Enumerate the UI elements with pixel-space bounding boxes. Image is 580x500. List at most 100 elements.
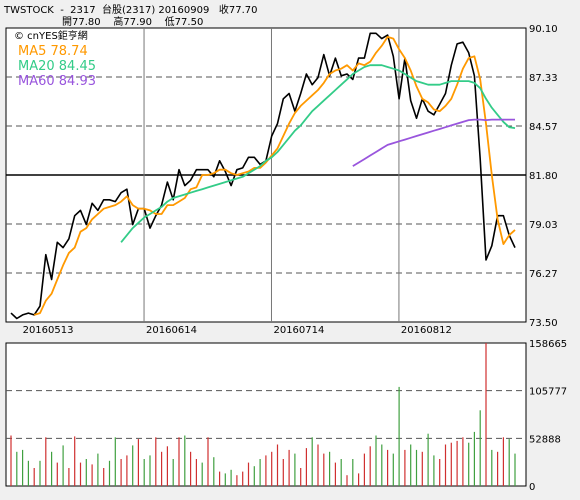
volume-bar [363,453,365,486]
volume-bar [300,468,302,486]
volume-bar [247,462,250,486]
volume-bar [444,444,447,486]
volume-bar [404,449,406,486]
volume-bar [514,453,516,486]
volume-bar [427,433,429,486]
volume-bar [450,442,452,486]
volume-bar [375,435,377,486]
volume-bar [213,457,215,486]
volume-bar [369,446,371,486]
price-y-tick-label: 81.80 [529,171,558,182]
price-y-tick-label: 79.03 [529,220,558,231]
volume-bar [132,445,134,486]
volume-bar [352,459,354,486]
volume-bar [172,459,174,486]
volume-bar [497,451,499,486]
volume-bar [45,437,47,486]
volume-bar [305,448,307,486]
volume-bar [120,459,122,486]
volume-bar [271,451,273,486]
volume-bar [108,460,111,486]
volume-bar [39,460,41,486]
volume-bar [103,468,105,486]
volume-bar [421,451,423,486]
volume-bar [317,444,319,486]
volume-bar [329,451,331,486]
volume-bar [56,462,58,486]
volume-bar [462,437,464,486]
volume-bar [126,455,128,486]
price-series-line-1 [33,36,516,316]
volume-bar [97,453,99,486]
legend-item: MA60 84.93 [18,74,96,89]
price-y-tick-label: 87.33 [529,73,558,84]
volume-bar [62,445,64,486]
volume-bar [219,471,221,486]
volume-y-tick-label: 52888 [529,434,561,445]
volume-y-tick-label: 105777 [529,387,567,398]
volume-bar [294,453,296,486]
volume-bar [10,435,12,486]
volume-bar [224,473,226,486]
volume-bar [468,442,470,486]
volume-bar [381,444,383,486]
volume-bar [149,455,151,486]
price-series-line-2 [120,64,516,243]
volume-bar [358,473,360,486]
price-series-line-3 [352,118,515,167]
volume-bar [178,437,180,486]
volume-bar [288,449,290,486]
volume-bar [502,437,504,486]
volume-bar [242,471,244,486]
volume-bar [340,459,342,486]
volume-bar [346,475,348,486]
volume-bar [16,451,18,486]
volume-bar [311,437,313,486]
volume-bar [439,459,441,486]
volume-bar [27,460,29,486]
volume-bar [79,462,82,486]
volume-bar [485,343,487,486]
x-tick-label: 20160513 [23,325,74,336]
volume-bar [508,439,510,486]
x-tick-label: 20160812 [401,325,452,336]
volume-bar [415,449,418,486]
watermark-text: © cnYES鉅亨網 [14,29,88,42]
volume-y-tick-label: 158665 [529,339,567,350]
volume-bar [323,453,325,486]
volume-bar [230,469,232,486]
volume-bar [433,455,435,486]
volume-bar [456,440,458,486]
volume-bar [201,462,203,486]
volume-bar [473,431,475,486]
volume-bar [259,459,261,486]
volume-bar [253,466,255,486]
legend-item: MA5 78.74 [18,44,88,59]
legend-item: MA20 84.45 [18,59,96,74]
volume-bar [190,451,192,486]
price-y-tick-label: 73.50 [529,318,558,329]
volume-bar [184,435,186,486]
volume-bar [195,459,197,486]
volume-bar [143,459,145,486]
price-y-tick-label: 90.10 [529,24,558,35]
volume-bar [207,437,209,486]
volume-bar [68,468,70,486]
header-quote-line: TWSTOCK - 2317 台股(2317) 20160909 收77.70 [4,5,258,16]
volume-bar [161,451,163,486]
volume-bar [334,462,336,486]
volume-bar [265,455,267,486]
volume-bar [276,444,279,486]
x-tick-label: 20160614 [146,325,197,336]
volume-bar [398,386,400,486]
price-y-tick-label: 76.27 [529,269,558,280]
volume-bar [236,475,238,486]
x-tick-label: 20160714 [273,325,324,336]
volume-y-tick-label: 0 [529,482,535,493]
volume-bar [33,468,35,486]
volume-bar [114,437,116,486]
price-y-tick-label: 84.57 [529,122,558,133]
volume-bar [51,451,53,486]
